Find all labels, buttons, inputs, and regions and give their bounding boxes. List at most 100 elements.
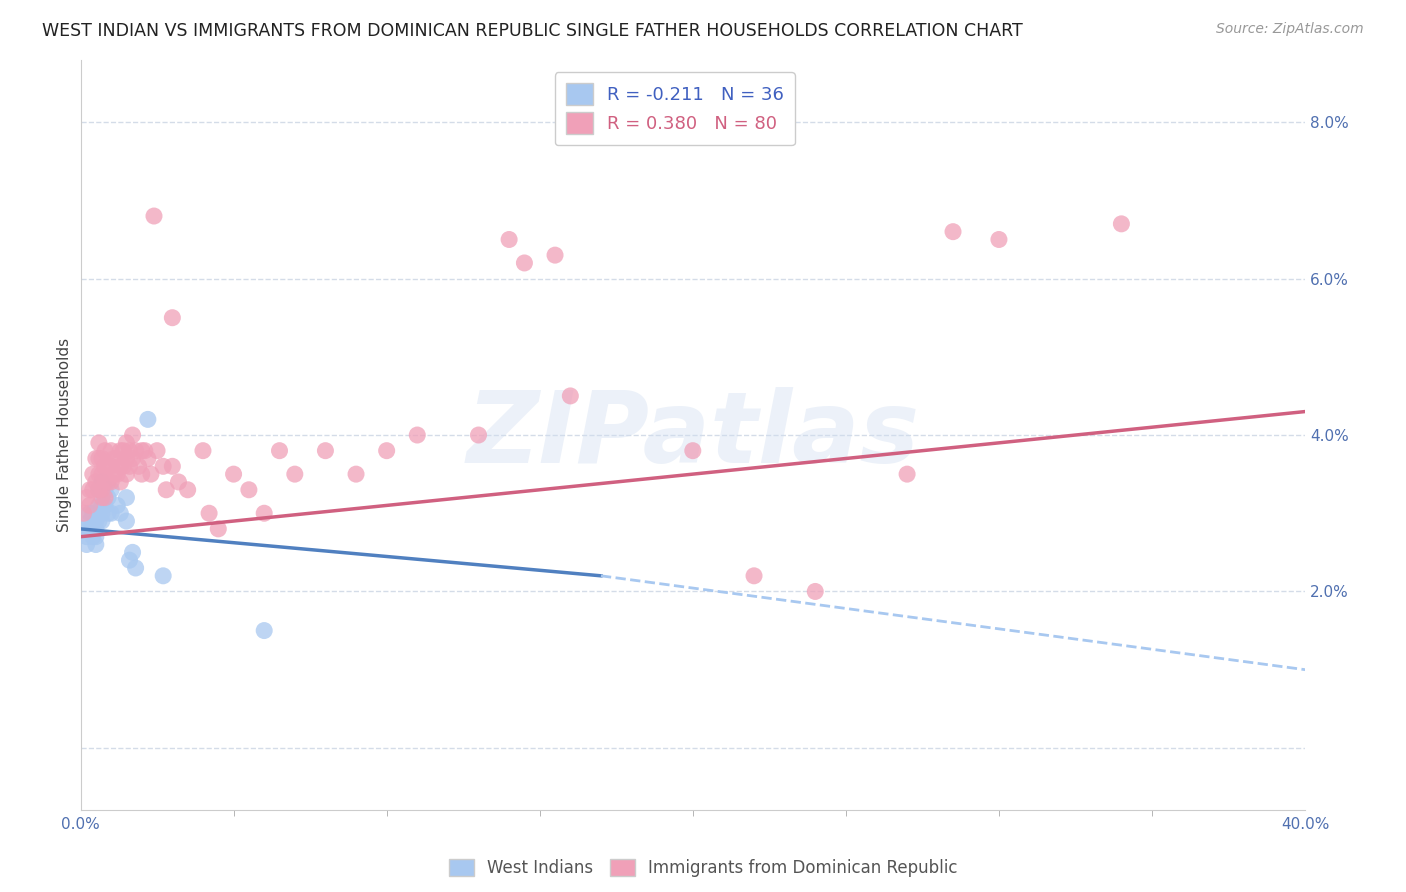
Point	[82, 506, 104, 520]
Point	[176, 483, 198, 497]
Point	[94, 443, 117, 458]
Point	[682, 443, 704, 458]
Point	[87, 499, 110, 513]
Point	[91, 514, 114, 528]
Point	[987, 232, 1010, 246]
Point	[253, 506, 276, 520]
Point	[79, 483, 101, 497]
Point	[84, 475, 107, 489]
Point	[136, 451, 159, 466]
Point	[198, 506, 221, 520]
Point	[121, 545, 143, 559]
Point	[91, 467, 114, 482]
Point	[110, 459, 132, 474]
Point	[103, 467, 125, 482]
Point	[513, 256, 536, 270]
Point	[498, 232, 520, 246]
Point	[115, 467, 138, 482]
Point	[91, 475, 114, 489]
Point	[84, 522, 107, 536]
Point	[91, 506, 114, 520]
Point	[124, 443, 146, 458]
Point	[146, 443, 169, 458]
Point	[406, 428, 429, 442]
Point	[87, 467, 110, 482]
Point	[94, 475, 117, 489]
Point	[544, 248, 567, 262]
Point	[121, 428, 143, 442]
Point	[79, 522, 101, 536]
Point	[97, 506, 120, 520]
Point	[139, 467, 162, 482]
Point	[942, 225, 965, 239]
Point	[110, 506, 132, 520]
Point	[143, 209, 166, 223]
Point	[72, 506, 94, 520]
Point	[112, 443, 135, 458]
Point	[87, 483, 110, 497]
Point	[105, 499, 128, 513]
Point	[97, 491, 120, 505]
Point	[87, 483, 110, 497]
Point	[118, 443, 141, 458]
Text: WEST INDIAN VS IMMIGRANTS FROM DOMINICAN REPUBLIC SINGLE FATHER HOUSEHOLDS CORRE: WEST INDIAN VS IMMIGRANTS FROM DOMINICAN…	[42, 22, 1024, 40]
Point	[79, 506, 101, 520]
Point	[97, 459, 120, 474]
Point	[118, 553, 141, 567]
Point	[76, 491, 98, 505]
Point	[314, 443, 336, 458]
Point	[124, 561, 146, 575]
Point	[115, 514, 138, 528]
Point	[121, 451, 143, 466]
Point	[207, 522, 229, 536]
Y-axis label: Single Father Households: Single Father Households	[58, 338, 72, 533]
Point	[91, 499, 114, 513]
Point	[167, 475, 190, 489]
Text: Source: ZipAtlas.com: Source: ZipAtlas.com	[1216, 22, 1364, 37]
Point	[91, 483, 114, 497]
Point	[1111, 217, 1133, 231]
Point	[72, 522, 94, 536]
Point	[467, 428, 489, 442]
Point	[100, 459, 122, 474]
Point	[94, 499, 117, 513]
Point	[100, 443, 122, 458]
Point	[269, 443, 291, 458]
Point	[112, 459, 135, 474]
Point	[94, 491, 117, 505]
Point	[103, 451, 125, 466]
Point	[100, 483, 122, 497]
Point	[91, 491, 114, 505]
Point	[100, 506, 122, 520]
Point	[375, 443, 398, 458]
Point	[162, 459, 184, 474]
Point	[152, 569, 174, 583]
Point	[84, 451, 107, 466]
Point	[79, 499, 101, 513]
Point	[804, 584, 827, 599]
Point	[253, 624, 276, 638]
Point	[94, 459, 117, 474]
Point	[560, 389, 582, 403]
Point	[110, 475, 132, 489]
Point	[134, 443, 156, 458]
Point	[84, 530, 107, 544]
Text: ZIPatlas: ZIPatlas	[467, 386, 920, 483]
Point	[84, 537, 107, 551]
Point	[115, 491, 138, 505]
Point	[82, 467, 104, 482]
Point	[118, 459, 141, 474]
Point	[344, 467, 367, 482]
Point	[136, 412, 159, 426]
Point	[100, 475, 122, 489]
Point	[131, 467, 153, 482]
Point	[94, 483, 117, 497]
Legend: R = -0.211   N = 36, R = 0.380   N = 80: R = -0.211 N = 36, R = 0.380 N = 80	[555, 72, 794, 145]
Point	[152, 459, 174, 474]
Point	[87, 435, 110, 450]
Point	[128, 459, 150, 474]
Point	[105, 467, 128, 482]
Point	[97, 475, 120, 489]
Legend: West Indians, Immigrants from Dominican Republic: West Indians, Immigrants from Dominican …	[441, 852, 965, 884]
Point	[238, 483, 260, 497]
